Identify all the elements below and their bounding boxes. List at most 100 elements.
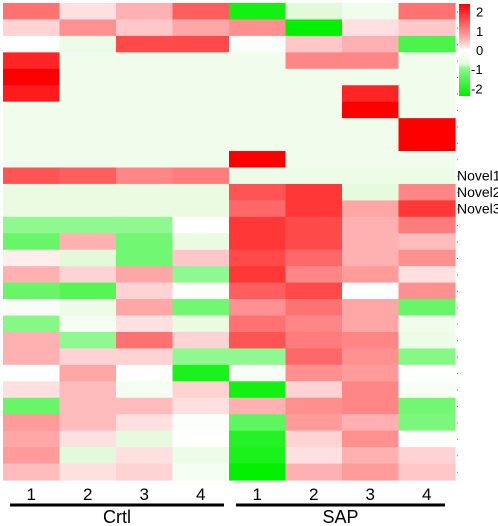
heatmap-cell (172, 266, 230, 284)
heatmap-cell (3, 282, 61, 300)
heatmap-cell (59, 381, 117, 399)
heatmap-cell (229, 331, 287, 350)
column-label: 3 (366, 485, 375, 504)
heatmap-cell (342, 249, 400, 267)
heatmap-cell (342, 315, 400, 333)
heatmap-cell (116, 364, 174, 382)
heatmap-cell (229, 151, 287, 169)
heatmap-cell (172, 167, 230, 185)
heatmap-cell (285, 151, 343, 169)
heatmap-cell (59, 101, 117, 119)
row-tick (457, 274, 458, 276)
heatmap-cell (116, 463, 174, 481)
heatmap-cell (285, 249, 343, 267)
row-tick (457, 93, 458, 95)
heatmap-cell (59, 167, 117, 185)
heatmap-cell (342, 134, 400, 152)
heatmap-cell (3, 249, 61, 267)
heatmap-cell (229, 68, 287, 86)
heatmap-cell (3, 101, 61, 119)
heatmap-cell (398, 151, 456, 169)
heatmap-cell (59, 3, 117, 21)
heatmap-cell (116, 414, 174, 432)
heatmap-cell (229, 35, 287, 53)
heatmap-cell (342, 183, 400, 201)
heatmap-cell (172, 414, 230, 432)
heatmap-cell (285, 19, 343, 37)
heatmap-cell (229, 134, 287, 152)
column-label: 1 (27, 485, 36, 504)
heatmap-cell (59, 364, 117, 382)
heatmap-cell (3, 299, 61, 317)
heatmap-cell (172, 430, 230, 448)
heatmap-cell (59, 52, 117, 70)
group-label: SAP (322, 507, 358, 526)
heatmap-cell (59, 299, 117, 317)
heatmap-cell (59, 134, 117, 152)
row-tick (457, 241, 458, 243)
heatmap-cell (398, 381, 456, 399)
heatmap-cell (229, 282, 287, 300)
heatmap-cell (398, 299, 456, 317)
heatmap-cell (3, 430, 61, 448)
heatmap-cell (172, 463, 230, 481)
row-tick (457, 290, 458, 292)
heatmap-cell (172, 200, 230, 218)
heatmap-cell (285, 381, 343, 399)
heatmap-cell (3, 85, 61, 103)
heatmap-cell (3, 200, 61, 218)
heatmap-cell (3, 331, 61, 350)
heatmap-cell (116, 118, 174, 136)
heatmap-cell (398, 348, 456, 366)
row-tick (457, 471, 458, 473)
heatmap-cell (59, 414, 117, 432)
row-label: Novel3 (457, 201, 498, 217)
color-legend: 2 1 0 -1 -2 (459, 4, 483, 96)
heatmap-cell (172, 282, 230, 300)
heatmap-cell (3, 183, 61, 201)
heatmap-cell (3, 315, 61, 333)
heatmap-cell (116, 151, 174, 169)
heatmap-cell (398, 118, 456, 136)
heatmap-cell (116, 134, 174, 152)
heatmap-cell (229, 348, 287, 366)
row-tick (457, 109, 458, 111)
heatmap-cell (116, 299, 174, 317)
heatmap-cell (116, 249, 174, 267)
heatmap-cell (116, 266, 174, 284)
heatmap-cell (172, 233, 230, 251)
heatmap-cell (342, 151, 400, 169)
column-label: 4 (196, 485, 205, 504)
heatmap-cell (285, 216, 343, 234)
heatmap-cell (398, 463, 456, 481)
heatmap-cell (398, 3, 456, 21)
heatmap-cell (229, 216, 287, 234)
heatmap-cell (398, 430, 456, 448)
heatmap-cell (116, 167, 174, 185)
heatmap-cell (229, 447, 287, 465)
heatmap-cell (342, 35, 400, 53)
heatmap-cell (116, 348, 174, 366)
heatmap-cell (172, 118, 230, 136)
heatmap-cell (229, 3, 287, 21)
heatmap-cell (398, 134, 456, 152)
heatmap-cell (3, 3, 61, 21)
row-tick (457, 422, 458, 424)
heatmap-cell (59, 216, 117, 234)
row-tick (457, 438, 458, 440)
heatmap-cell (172, 447, 230, 465)
heatmap-cell (59, 463, 117, 481)
row-tick (457, 225, 458, 227)
heatmap-cell (398, 216, 456, 234)
heatmap-cell (3, 19, 61, 37)
heatmap-cell (342, 216, 400, 234)
heatmap-cell (285, 299, 343, 317)
heatmap-cell (59, 68, 117, 86)
heatmap-cell (342, 430, 400, 448)
group-labels: Crtl SAP (10, 503, 445, 526)
heatmap-cell (59, 282, 117, 300)
heatmap-cell (172, 331, 230, 350)
heatmap-cell (116, 397, 174, 415)
heatmap-cell (285, 134, 343, 152)
